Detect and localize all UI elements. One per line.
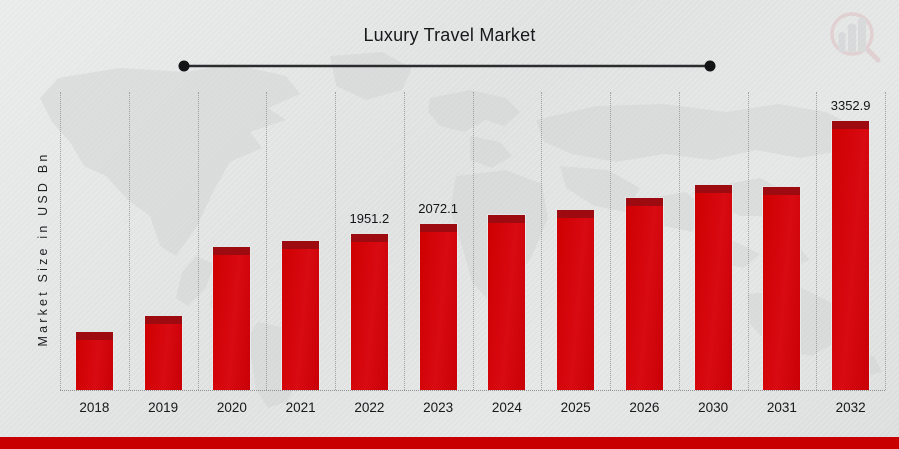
x-axis-tick-label: 2020: [216, 400, 247, 415]
bar-body: [556, 217, 596, 390]
gridline: [885, 92, 886, 390]
gridline: [610, 92, 611, 390]
bar[interactable]: [418, 223, 458, 390]
bar-cap: [143, 315, 183, 326]
chart-title: Luxury Travel Market: [363, 25, 536, 45]
bar-cap: [349, 232, 389, 243]
bar-body: [281, 249, 321, 390]
bar-cap: [624, 196, 664, 207]
gridline: [335, 92, 336, 390]
bar-value-label: 1951.2: [349, 210, 390, 226]
bar[interactable]: [693, 183, 733, 390]
bar-body: [418, 232, 458, 390]
bar-value-label: 3352.9: [830, 97, 871, 113]
bar-body: [624, 205, 664, 390]
rule-left-dot: [178, 60, 190, 72]
gridline: [197, 92, 199, 390]
bar-body: [831, 128, 871, 390]
x-axis-tick-label: 2023: [423, 400, 454, 415]
bar-body: [762, 195, 802, 390]
x-axis-tick-label: 2018: [79, 400, 110, 415]
bar-cap: [831, 119, 871, 130]
x-axis-tick-label: 2021: [285, 400, 316, 415]
bar-cap: [487, 214, 527, 225]
bar-body: [693, 192, 733, 390]
bar-body: [349, 241, 389, 390]
plot-area: [60, 92, 886, 390]
bar[interactable]: [831, 119, 871, 390]
gridline: [472, 92, 474, 390]
x-axis-tick-label: 2022: [354, 400, 385, 415]
x-axis-tick-label: 2030: [698, 400, 729, 415]
bar-value-label: 2072.1: [418, 201, 458, 217]
bar-cap: [693, 183, 733, 194]
gridline: [403, 92, 405, 390]
gridline: [266, 92, 268, 390]
x-axis-tick-label: 2019: [148, 400, 179, 415]
y-axis-title: Market Size in USD Bn: [36, 151, 50, 347]
gridline: [747, 92, 749, 390]
rule-right-dot: [704, 60, 716, 72]
x-axis-tick-label: 2032: [835, 400, 866, 415]
x-axis-baseline: [60, 390, 885, 391]
gridline: [678, 92, 680, 390]
bar-body: [487, 223, 527, 390]
bar-cap: [212, 245, 252, 256]
gridline: [541, 92, 543, 390]
bar[interactable]: [624, 196, 664, 390]
bar[interactable]: [487, 214, 527, 390]
bar[interactable]: [212, 245, 252, 390]
bar[interactable]: [556, 208, 596, 390]
bar[interactable]: [74, 330, 114, 390]
gridline: [60, 92, 61, 390]
x-axis-tick-label: 2025: [560, 400, 591, 415]
bar-cap: [556, 208, 596, 219]
x-axis-tick-label: 2024: [491, 400, 522, 415]
bar[interactable]: [762, 186, 802, 390]
x-axis-tick-label: 2026: [629, 400, 660, 415]
x-axis-tick-label: 2031: [766, 400, 797, 415]
bar-cap: [281, 240, 321, 251]
bar-body: [143, 324, 183, 390]
bar-body: [74, 339, 114, 390]
gridline: [128, 92, 130, 390]
bar-cap: [418, 223, 458, 234]
bar[interactable]: [281, 240, 321, 390]
gridline: [816, 92, 818, 390]
bar-body: [212, 254, 252, 390]
footer-accent-strip: [0, 437, 899, 449]
bar-cap: [762, 186, 802, 197]
title-decorative-rule: [178, 60, 716, 72]
bar-cap: [74, 330, 114, 341]
bar[interactable]: [349, 232, 389, 390]
bar[interactable]: [143, 315, 183, 390]
